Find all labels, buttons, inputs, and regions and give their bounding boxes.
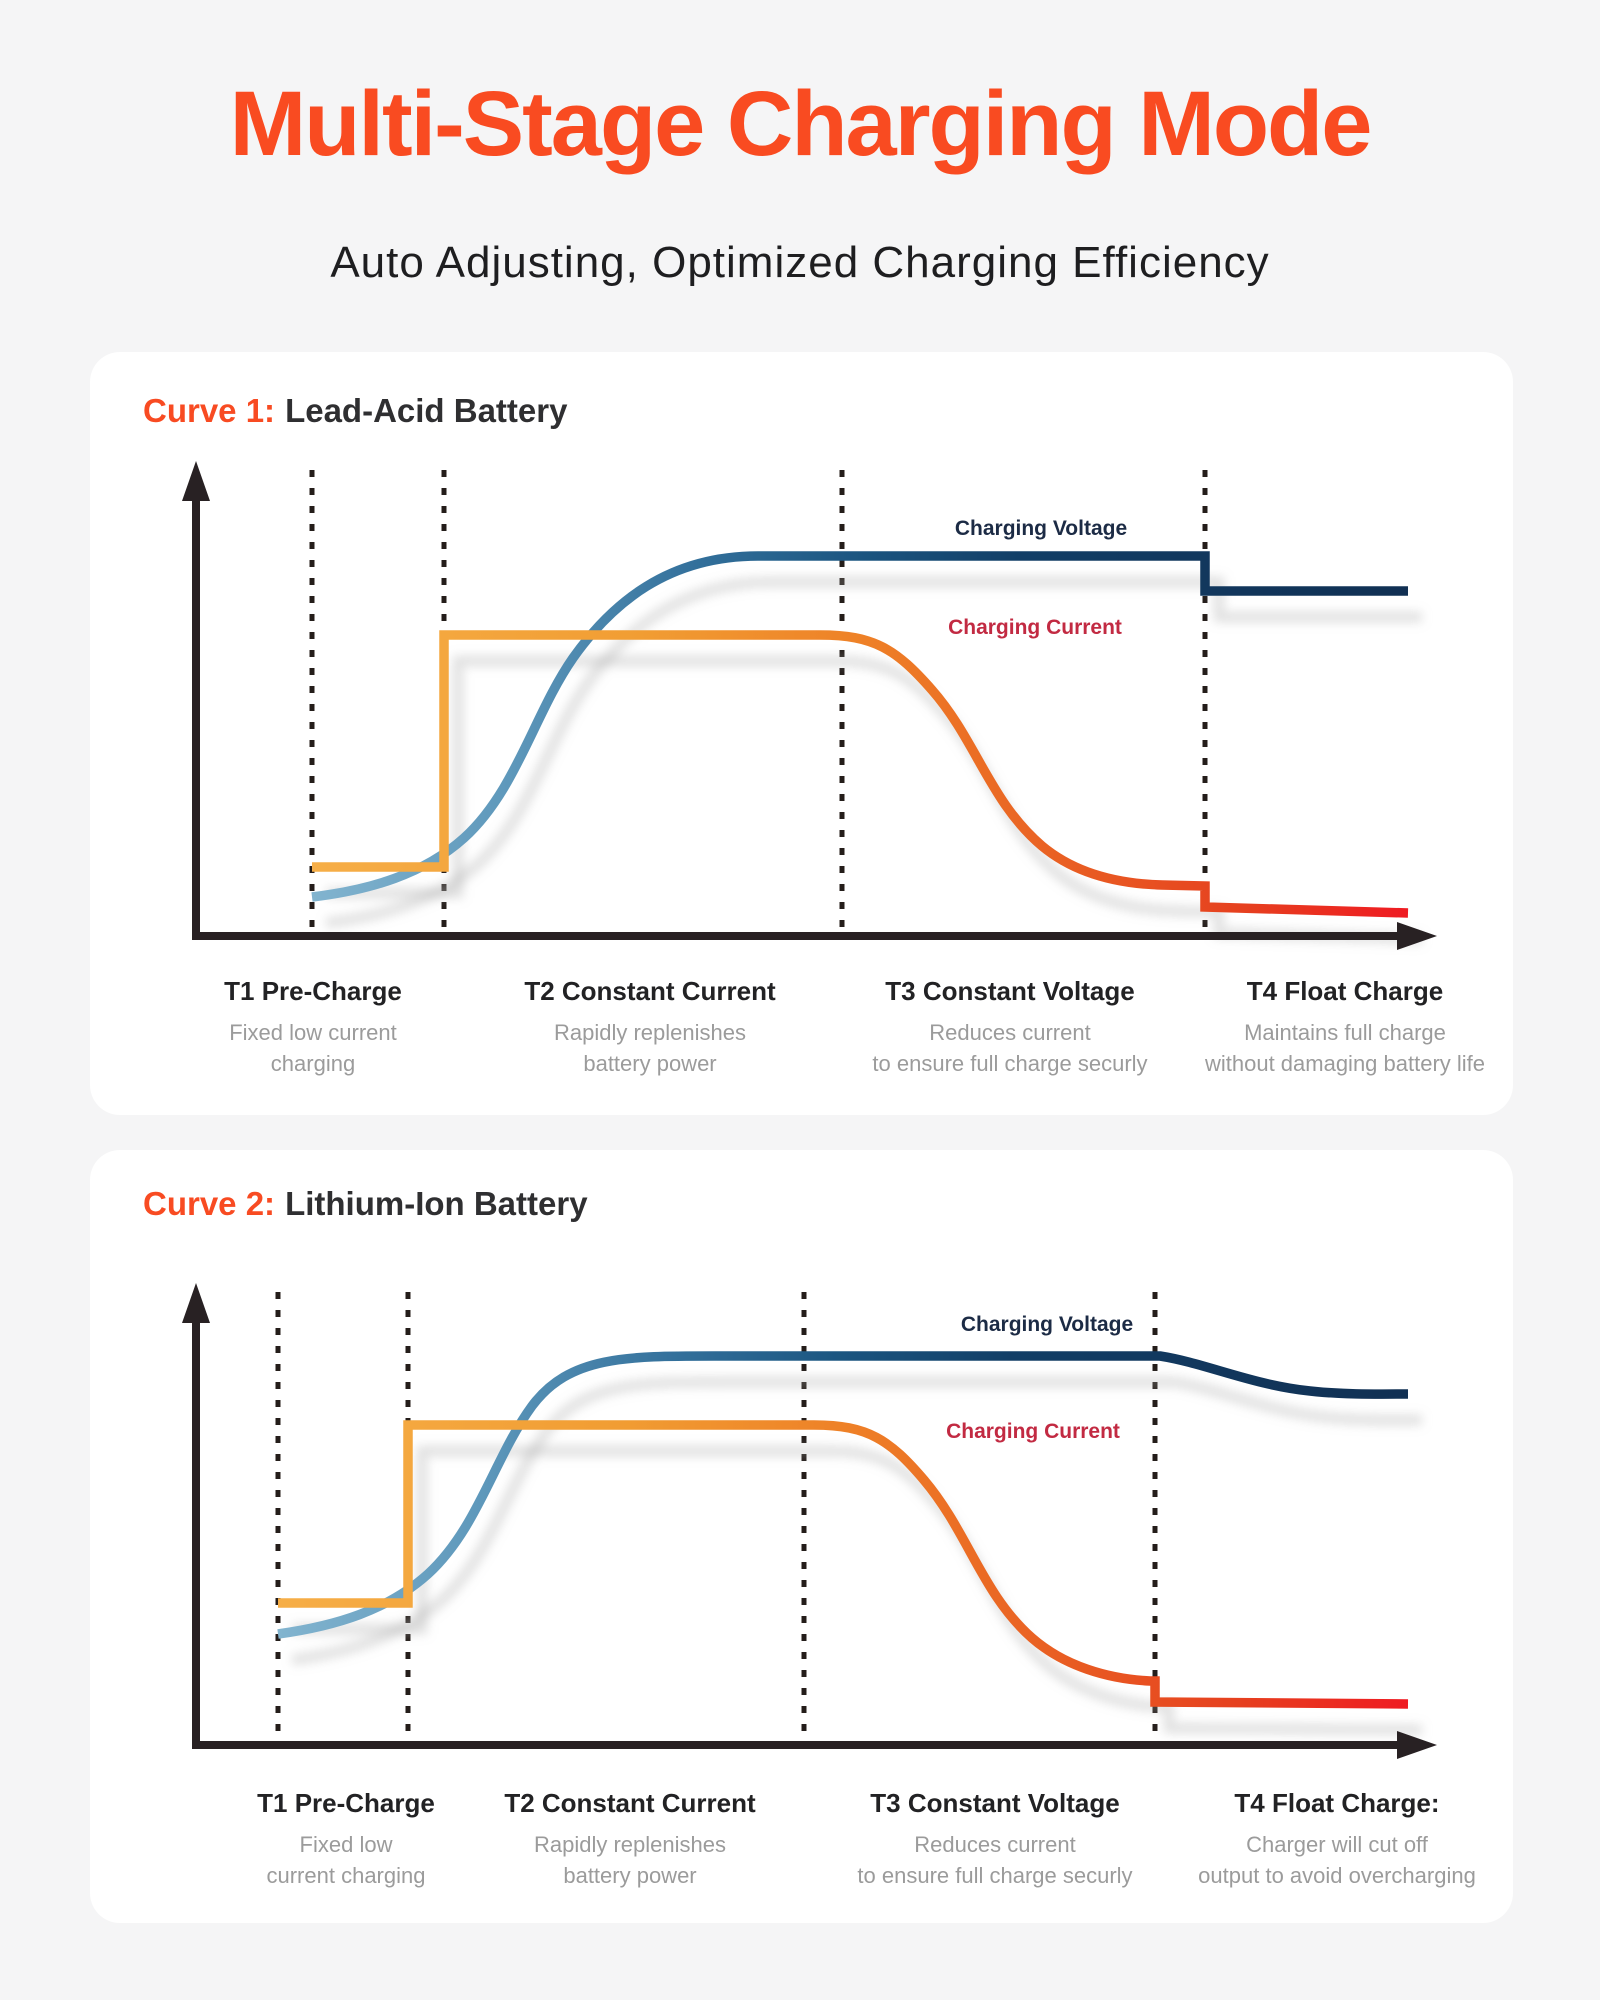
page-subtitle: Auto Adjusting, Optimized Charging Effic… bbox=[330, 238, 1270, 287]
card-1-header-title: Lead-Acid Battery bbox=[285, 392, 568, 429]
stage-t4-card2: T4 Float Charge: Charger will cut off ou… bbox=[1137, 1788, 1537, 1891]
page-title: Multi-Stage Charging Mode bbox=[229, 73, 1373, 175]
stage-desc: Fixed low current charging bbox=[266, 1832, 426, 1888]
stage-desc: Reduces current to ensure full charge se… bbox=[872, 1020, 1148, 1076]
stage-title: T4 Float Charge: bbox=[1234, 1788, 1440, 1818]
stage-t2-card2: T2 Constant Current Rapidly replenishes … bbox=[430, 1788, 830, 1891]
stage-title: T1 Pre-Charge bbox=[224, 976, 402, 1006]
stage-title: T2 Constant Current bbox=[504, 1788, 756, 1818]
stage-title: T3 Constant Voltage bbox=[870, 1788, 1120, 1818]
stage-title: T3 Constant Voltage bbox=[885, 976, 1135, 1006]
card-2-header-title: Lithium-Ion Battery bbox=[285, 1185, 588, 1222]
stage-desc: Maintains full charge without damaging b… bbox=[1204, 1020, 1486, 1076]
stage-t3-card1: T3 Constant Voltage Reduces current to e… bbox=[810, 976, 1210, 1079]
stage-desc: Reduces current to ensure full charge se… bbox=[857, 1832, 1133, 1888]
stage-title: T2 Constant Current bbox=[524, 976, 776, 1006]
card-1-header: Curve 1: Lead-Acid Battery bbox=[143, 392, 567, 430]
stage-t1-card1: T1 Pre-Charge Fixed low current charging bbox=[113, 976, 513, 1079]
stage-t4-card1: T4 Float Charge Maintains full charge wi… bbox=[1145, 976, 1545, 1079]
chart-1-current-legend: Charging Current bbox=[948, 616, 1122, 639]
stage-desc: Rapidly replenishes battery power bbox=[554, 1020, 746, 1076]
card-2-header-label: Curve 2: bbox=[143, 1185, 276, 1222]
stage-desc: Charger will cut off output to avoid ove… bbox=[1198, 1832, 1476, 1888]
chart-2-voltage-legend: Charging Voltage bbox=[960, 1313, 1134, 1336]
card-1-header-label: Curve 1: bbox=[143, 392, 276, 429]
stage-t1-card2: T1 Pre-Charge Fixed low current charging bbox=[146, 1788, 546, 1891]
stage-desc: Fixed low current charging bbox=[229, 1020, 397, 1076]
stage-desc: Rapidly replenishes battery power bbox=[534, 1832, 726, 1888]
card-2-header: Curve 2: Lithium-Ion Battery bbox=[143, 1185, 588, 1223]
stage-title: T4 Float Charge bbox=[1246, 976, 1444, 1006]
stage-t2-card1: T2 Constant Current Rapidly replenishes … bbox=[450, 976, 850, 1079]
chart-2-current-legend: Charging Current bbox=[946, 1420, 1120, 1443]
stage-title: T1 Pre-Charge bbox=[257, 1788, 435, 1818]
stage-t3-card2: T3 Constant Voltage Reduces current to e… bbox=[795, 1788, 1195, 1891]
chart-1-voltage-legend: Charging Voltage bbox=[954, 517, 1128, 540]
